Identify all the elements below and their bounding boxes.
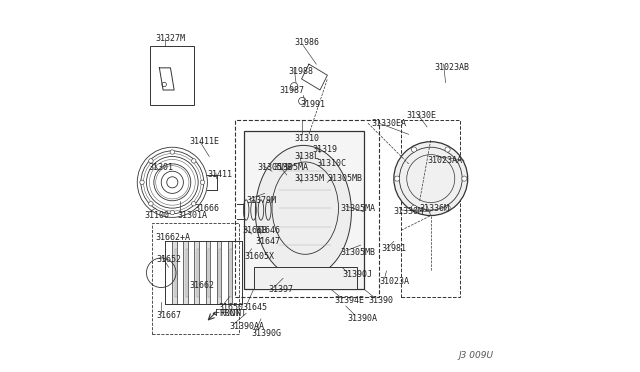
Bar <box>230 249 232 297</box>
Text: 31305MB: 31305MB <box>328 174 362 183</box>
Text: 31986: 31986 <box>294 38 319 46</box>
Circle shape <box>148 159 153 163</box>
Text: 31390AA: 31390AA <box>230 322 264 331</box>
Text: 31411E: 31411E <box>189 137 219 146</box>
Text: 31305MB: 31305MB <box>257 163 292 172</box>
Text: 31390J: 31390J <box>342 270 372 279</box>
Text: 31330EA: 31330EA <box>372 119 406 128</box>
Bar <box>152 223 239 334</box>
Ellipse shape <box>255 145 351 278</box>
Text: 31305MA: 31305MA <box>340 203 375 213</box>
Text: 31645: 31645 <box>243 303 268 312</box>
Circle shape <box>445 147 450 152</box>
Bar <box>172 241 177 304</box>
Circle shape <box>170 211 175 215</box>
Text: 31981: 31981 <box>381 244 406 253</box>
Text: 31991: 31991 <box>301 100 326 109</box>
Text: 31023AB: 31023AB <box>435 63 470 72</box>
Circle shape <box>191 202 196 206</box>
Circle shape <box>412 147 417 152</box>
Text: 31652: 31652 <box>157 255 182 264</box>
Text: 31987: 31987 <box>280 86 305 94</box>
Text: 31305MB: 31305MB <box>340 248 375 257</box>
Text: 31397: 31397 <box>268 285 293 294</box>
Text: 31662: 31662 <box>189 281 214 290</box>
Circle shape <box>395 176 400 181</box>
Text: 31390: 31390 <box>368 296 393 305</box>
Bar <box>150 46 195 105</box>
Text: 31301: 31301 <box>148 163 173 172</box>
Text: 31336M: 31336M <box>420 203 450 213</box>
Bar <box>253 267 357 289</box>
Text: 31330E: 31330E <box>407 111 436 121</box>
Circle shape <box>394 142 468 215</box>
Text: 31988: 31988 <box>289 67 314 76</box>
Text: 31667: 31667 <box>157 311 182 320</box>
Text: 31310C: 31310C <box>316 159 346 169</box>
Bar <box>195 241 199 304</box>
Bar <box>235 119 379 297</box>
Circle shape <box>445 205 450 210</box>
Circle shape <box>462 176 467 181</box>
Circle shape <box>200 180 205 185</box>
Text: 31646: 31646 <box>255 226 280 235</box>
Text: 31301A: 31301A <box>178 211 208 220</box>
Circle shape <box>412 205 417 210</box>
Circle shape <box>191 159 196 163</box>
Text: FRONT: FRONT <box>215 309 240 318</box>
Bar <box>196 249 199 297</box>
Text: 31650: 31650 <box>218 303 243 312</box>
Text: 31023A: 31023A <box>379 278 409 286</box>
Bar <box>186 249 188 297</box>
Circle shape <box>148 202 153 206</box>
Text: 31319: 31319 <box>312 145 338 154</box>
Text: 3138L: 3138L <box>294 152 319 161</box>
Text: 31335M: 31335M <box>294 174 324 183</box>
Text: 31605X: 31605X <box>244 251 275 261</box>
Circle shape <box>170 150 175 154</box>
Bar <box>175 249 177 297</box>
Circle shape <box>140 180 144 185</box>
Bar <box>219 249 221 297</box>
Text: 31390A: 31390A <box>348 314 378 323</box>
Text: 31662+A: 31662+A <box>156 233 191 242</box>
Text: 31100: 31100 <box>145 211 170 220</box>
Text: 31330M: 31330M <box>394 207 424 217</box>
Text: 31390G: 31390G <box>252 329 282 338</box>
Bar <box>205 241 210 304</box>
Text: 31327M: 31327M <box>156 34 186 43</box>
Text: 31668: 31668 <box>243 226 268 235</box>
Text: 31379M: 31379M <box>246 196 276 205</box>
Bar <box>401 119 460 297</box>
Text: 31647: 31647 <box>255 237 280 246</box>
Text: 31666: 31666 <box>195 203 220 213</box>
Bar <box>208 249 210 297</box>
Bar <box>216 241 221 304</box>
Text: 31310: 31310 <box>294 134 319 142</box>
Text: 31411: 31411 <box>207 170 232 179</box>
Bar <box>228 241 232 304</box>
Text: 31023AA: 31023AA <box>427 155 462 165</box>
Bar <box>244 131 364 289</box>
Text: 31305MA: 31305MA <box>274 163 309 172</box>
Text: 31394E: 31394E <box>335 296 365 305</box>
Text: J3 009U: J3 009U <box>458 350 493 359</box>
Text: FRONT: FRONT <box>213 309 246 318</box>
Bar <box>184 241 188 304</box>
